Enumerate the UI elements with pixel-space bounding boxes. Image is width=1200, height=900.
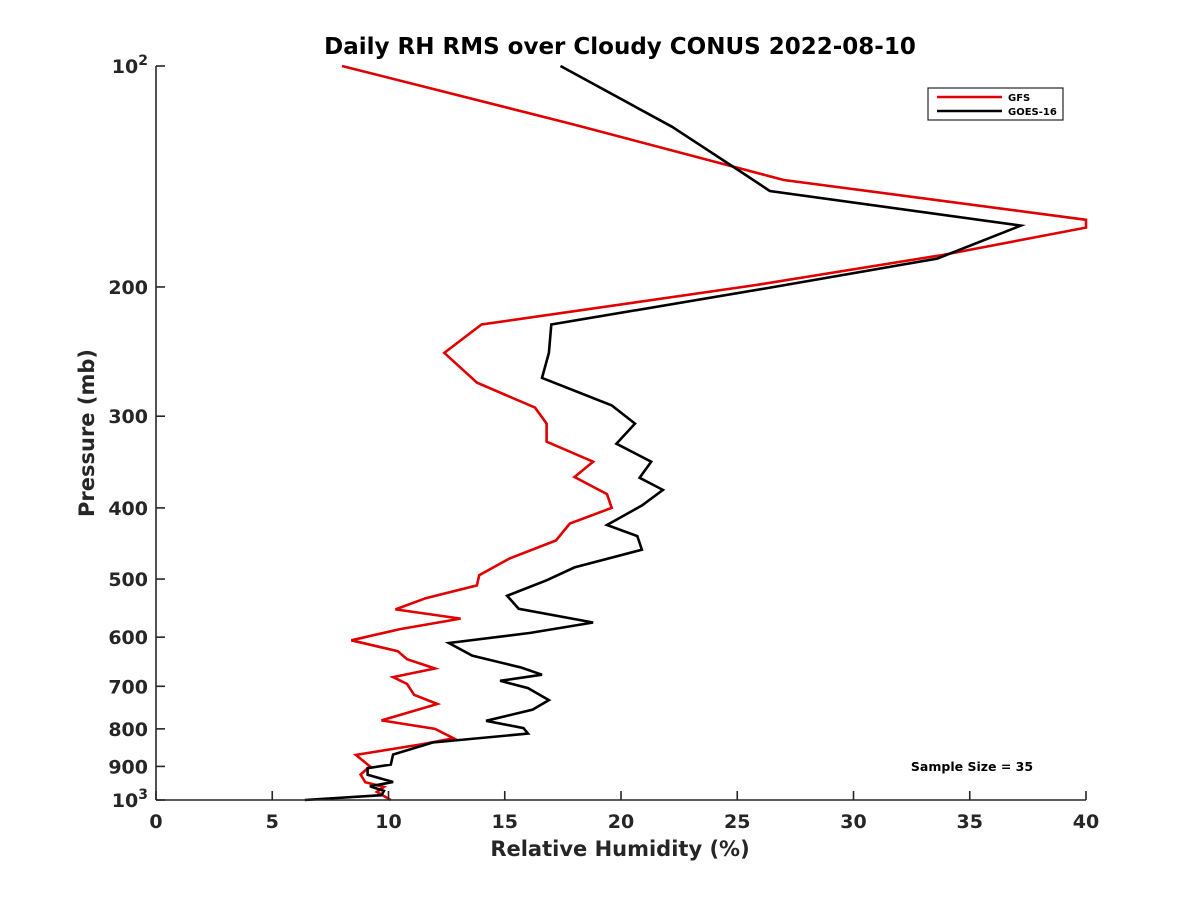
y-tick-label: 800: [108, 719, 148, 741]
y-tick-label: 400: [108, 498, 148, 520]
series-layer: [304, 64, 1088, 802]
y-tick-label: 500: [108, 569, 148, 591]
x-tick-label: 35: [957, 811, 983, 833]
x-axis-label: Relative Humidity (%): [490, 837, 749, 861]
y-tick-label: 103: [112, 787, 148, 812]
x-tick-label: 10: [375, 811, 401, 833]
y-axis-label: Pressure (mb): [75, 349, 99, 517]
x-tick-label: 30: [840, 811, 866, 833]
x-tick-label: 0: [149, 811, 162, 833]
legend-label-gfs: GFS: [1008, 93, 1030, 104]
y-tick-label: 900: [108, 756, 148, 778]
x-axis-ticks: 0 5 10 15 20 25 30 35 40: [149, 791, 1099, 833]
x-tick-label: 40: [1073, 811, 1099, 833]
x-tick-label: 15: [492, 811, 518, 833]
y-tick-label: 700: [108, 676, 148, 698]
x-tick-label: 20: [608, 811, 634, 833]
y-tick-label: 102: [112, 53, 148, 78]
series-line-goes16: [304, 64, 1026, 802]
y-axis-ticks: 102 200 300 400 500 600 700 800 900 103: [108, 53, 165, 812]
x-tick-label: 5: [266, 811, 279, 833]
y-tick-label: 600: [108, 627, 148, 649]
x-tick-label: 25: [724, 811, 750, 833]
y-tick-label: 300: [108, 406, 148, 428]
legend-label-goes16: GOES-16: [1008, 107, 1057, 118]
legend: GFS GOES-16: [927, 87, 1064, 121]
legend-box: [927, 87, 1064, 121]
sample-size-annotation: Sample Size = 35: [911, 759, 1033, 774]
chart-title: Daily RH RMS over Cloudy CONUS 2022-08-1…: [324, 34, 916, 60]
y-tick-label: 200: [108, 277, 148, 299]
